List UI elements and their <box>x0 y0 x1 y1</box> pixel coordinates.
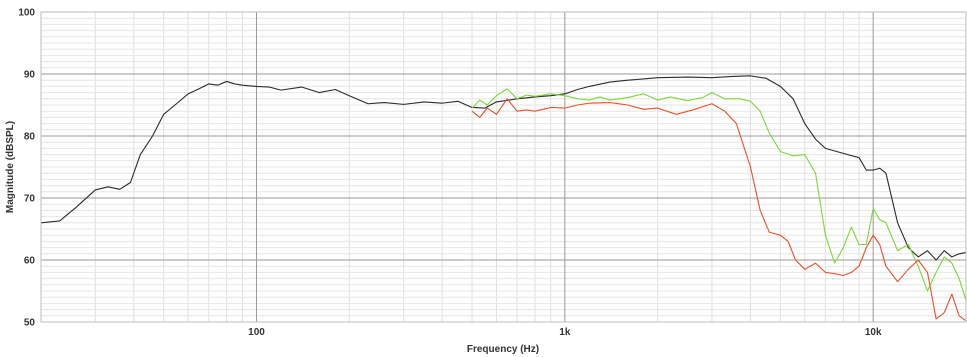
minor-grid <box>41 12 966 322</box>
y-tick-label: 100 <box>18 8 35 19</box>
x-tick-label: 1k <box>559 327 571 338</box>
major-grid <box>41 12 966 322</box>
plot-border <box>40 11 967 323</box>
series-layer <box>40 75 967 322</box>
x-tick-labels: 100 1k 10k <box>248 327 882 338</box>
y-tick-label: 80 <box>24 132 36 143</box>
x-tick-label: 10k <box>865 327 882 338</box>
x-axis-label: Frequency (Hz) <box>467 344 539 355</box>
y-tick-label: 70 <box>24 194 36 205</box>
y-tick-labels: 50 60 70 80 90 100 <box>18 8 35 329</box>
y-tick-label: 60 <box>24 256 36 267</box>
series-line-2 <box>471 88 967 301</box>
x-tick-label: 100 <box>248 327 265 338</box>
y-tick-label: 90 <box>24 70 36 81</box>
y-tick-label: 50 <box>24 318 36 329</box>
y-axis-label: Magnitude (dBSPL) <box>5 121 16 213</box>
series-line-3 <box>471 98 967 322</box>
